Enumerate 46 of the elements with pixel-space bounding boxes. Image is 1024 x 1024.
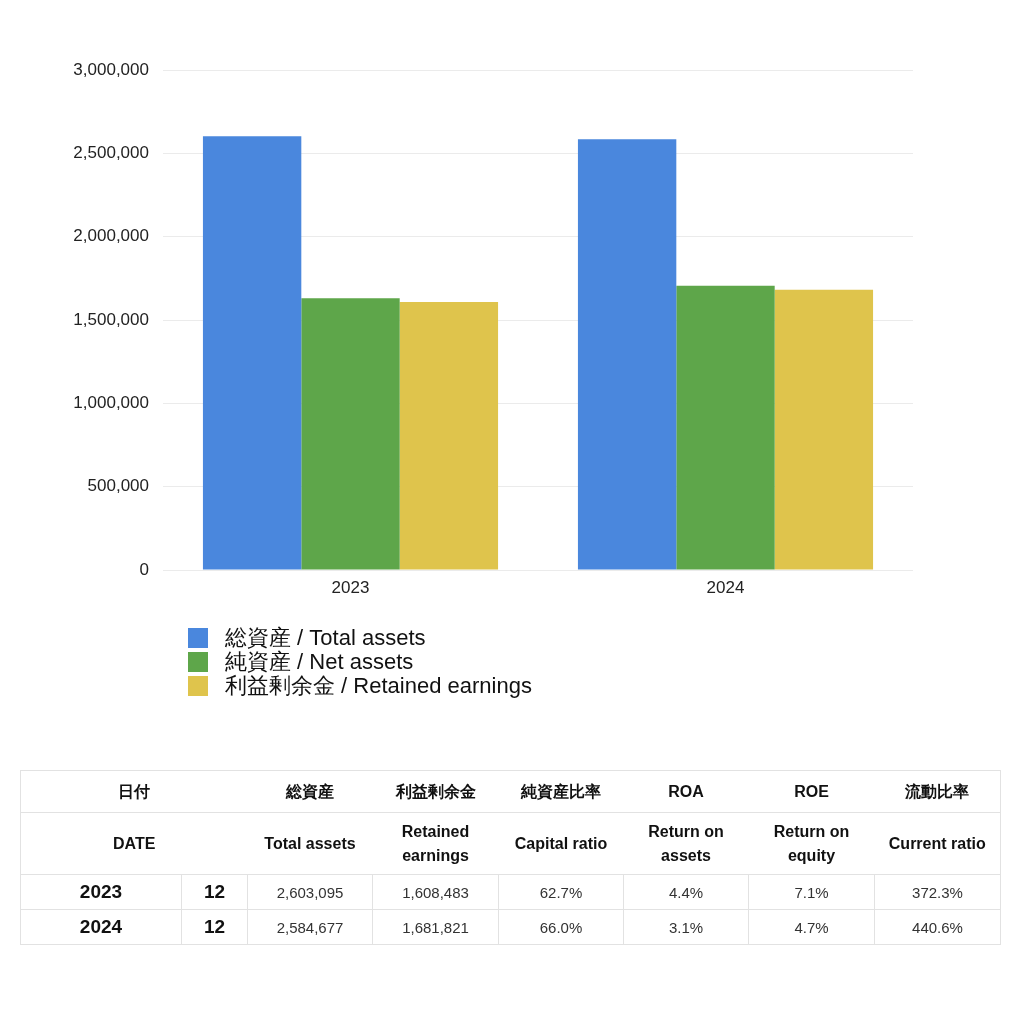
text: ROE bbox=[748, 770, 875, 813]
text: 流動比率 bbox=[874, 770, 1001, 813]
text: 4.7% bbox=[748, 909, 875, 945]
text: Retained earnings bbox=[372, 812, 499, 875]
text: 7.1% bbox=[748, 874, 875, 910]
y-tick-label: 2,500,000 bbox=[73, 143, 149, 163]
text: 2024 bbox=[20, 909, 182, 945]
y-tick-label: 2,000,000 bbox=[73, 226, 149, 246]
text: 3.1% bbox=[623, 909, 749, 945]
y-tick-label: 0 bbox=[139, 559, 149, 579]
y-tick-label: 500,000 bbox=[87, 476, 149, 496]
text: 12 bbox=[181, 874, 248, 910]
text: 12 bbox=[181, 909, 248, 945]
text: Total assets bbox=[247, 812, 373, 875]
y-tick-label: 1,500,000 bbox=[73, 309, 149, 329]
legend-label: 純資産 / Net assets bbox=[225, 649, 414, 674]
text: 2,603,095 bbox=[247, 874, 373, 910]
text: 総資産 bbox=[247, 770, 373, 813]
text: Current ratio bbox=[874, 812, 1001, 875]
bar bbox=[399, 301, 499, 570]
text: 2023 bbox=[20, 874, 182, 910]
text: 372.3% bbox=[874, 874, 1001, 910]
text: 1,681,821 bbox=[372, 909, 499, 945]
text: 1,608,483 bbox=[372, 874, 499, 910]
text: Capital ratio bbox=[498, 812, 624, 875]
text: 利益剰余金 bbox=[372, 770, 499, 813]
text: ROA bbox=[623, 770, 749, 813]
text: 純資産比率 bbox=[498, 770, 624, 813]
text: 4.4% bbox=[623, 874, 749, 910]
text: Return on equity bbox=[748, 812, 875, 875]
bar bbox=[676, 285, 775, 570]
text: 440.6% bbox=[874, 909, 1001, 945]
bar bbox=[577, 139, 677, 570]
text: 日付 bbox=[20, 770, 248, 813]
legend-label: 総資産 / Total assets bbox=[225, 625, 426, 650]
text: 2,584,677 bbox=[247, 909, 373, 945]
text: DATE bbox=[20, 812, 248, 875]
text: 66.0% bbox=[498, 909, 624, 945]
y-tick-label: 3,000,000 bbox=[73, 59, 149, 79]
text: Return on assets bbox=[623, 812, 749, 875]
y-tick-label: 1,000,000 bbox=[73, 393, 149, 413]
text: 62.7% bbox=[498, 874, 624, 910]
bar bbox=[774, 289, 874, 570]
legend-label: 利益剰余金 / Retained earnings bbox=[225, 673, 532, 698]
bar bbox=[202, 136, 302, 570]
bar bbox=[301, 298, 400, 570]
